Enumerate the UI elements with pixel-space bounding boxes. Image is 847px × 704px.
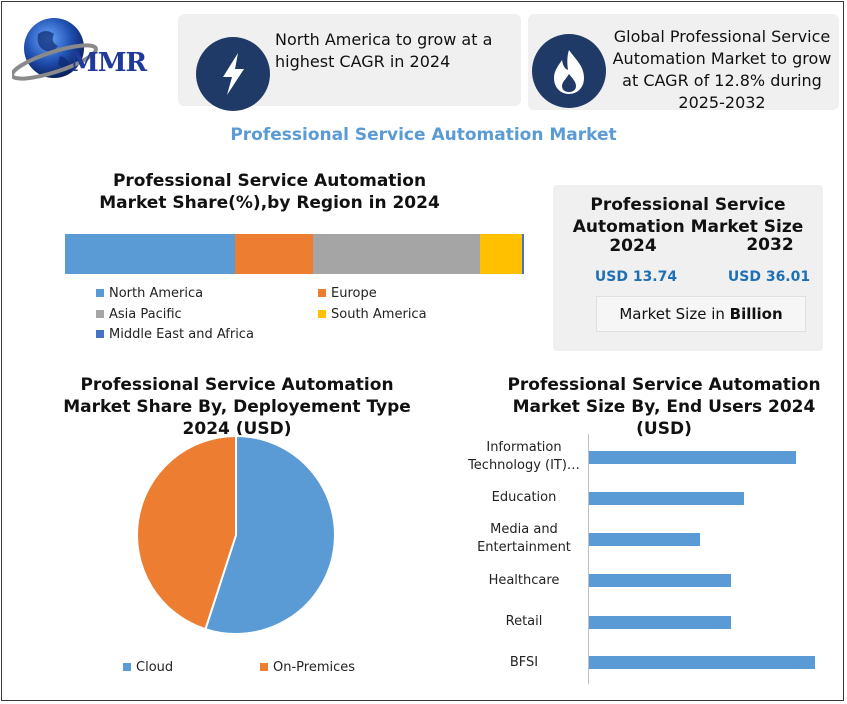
legend-middle-east-africa: Middle East and Africa [96, 327, 254, 342]
banner-icon-circle [196, 37, 270, 111]
end-user-category-label: Education [491, 490, 557, 505]
legend-swatch [260, 662, 268, 671]
legend-swatch [96, 288, 104, 297]
legend-europe: Europe [318, 286, 377, 301]
region-bar-segment [65, 234, 235, 274]
end-user-category-label: BFSI [509, 655, 539, 670]
lightning-icon [223, 53, 244, 95]
legend-swatch [96, 329, 104, 338]
logo: MMR [10, 12, 162, 87]
banner-text: Global Professional Service Automation M… [612, 27, 832, 112]
end-user-bar [589, 574, 732, 587]
end-user-category-label: Media and Entertainment [477, 522, 571, 555]
note-prefix: Market Size in [619, 305, 730, 323]
note-unit: Billion [729, 305, 783, 323]
end-users-axis-line [588, 434, 589, 684]
end-user-bar [589, 492, 744, 505]
main-title: Professional Service Automation Market [230, 125, 617, 145]
legend-on-premices: On-Premices [260, 660, 355, 675]
region-chart-title: Professional Service Automation Market S… [99, 171, 440, 213]
banner-icon-circle [532, 34, 606, 108]
market-size-title: Professional Service Automation Market S… [572, 195, 804, 237]
value-2032: USD 36.01 [727, 269, 811, 285]
market-size-note: Market Size in Billion [596, 296, 806, 332]
deployment-pie-chart [136, 434, 336, 635]
end-user-bar [589, 616, 732, 629]
banner-north-america: North America to grow at a highest CAGR … [178, 14, 521, 111]
banner-text: North America to grow at a highest CAGR … [275, 30, 493, 71]
end-user-category-label: Retail [505, 614, 543, 629]
legend-swatch [96, 309, 104, 318]
end-user-bar [589, 656, 815, 669]
year-2024: 2024 [609, 236, 657, 256]
region-bar-segment [521, 234, 524, 274]
end-users-chart-title: Professional Service Automation Market S… [507, 375, 821, 439]
end-user-bar [589, 533, 701, 546]
region-bar-segment [480, 234, 522, 274]
globe-logo-icon [10, 18, 98, 81]
market-size-box: Professional Service Automation Market S… [553, 185, 823, 351]
legend-asia-pacific: Asia Pacific [96, 307, 182, 322]
end-user-category-label: Information Technology (IT)… [468, 440, 580, 473]
banner-global-cagr: Global Professional Service Automation M… [528, 14, 839, 112]
legend-south-america: South America [318, 307, 427, 322]
legend-north-america: North America [96, 286, 203, 301]
region-bar-segment [312, 234, 481, 274]
legend-swatch [318, 309, 326, 318]
legend-cloud: Cloud [123, 660, 173, 675]
legend-swatch [318, 288, 326, 297]
legend-swatch [123, 662, 131, 671]
year-2032: 2032 [746, 235, 794, 255]
end-user-category-label: Healthcare [488, 573, 560, 588]
pie-slice-on-premices [136, 434, 237, 631]
flame-icon [554, 50, 584, 94]
value-2024: USD 13.74 [594, 269, 678, 285]
region-stacked-bar [65, 234, 524, 274]
logo-text: MMR [70, 48, 147, 78]
deployment-chart-title: Professional Service Automation Market S… [63, 375, 411, 439]
pie-slice-cloud [204, 434, 336, 635]
end-user-bar [589, 451, 797, 464]
region-bar-segment [234, 234, 313, 274]
